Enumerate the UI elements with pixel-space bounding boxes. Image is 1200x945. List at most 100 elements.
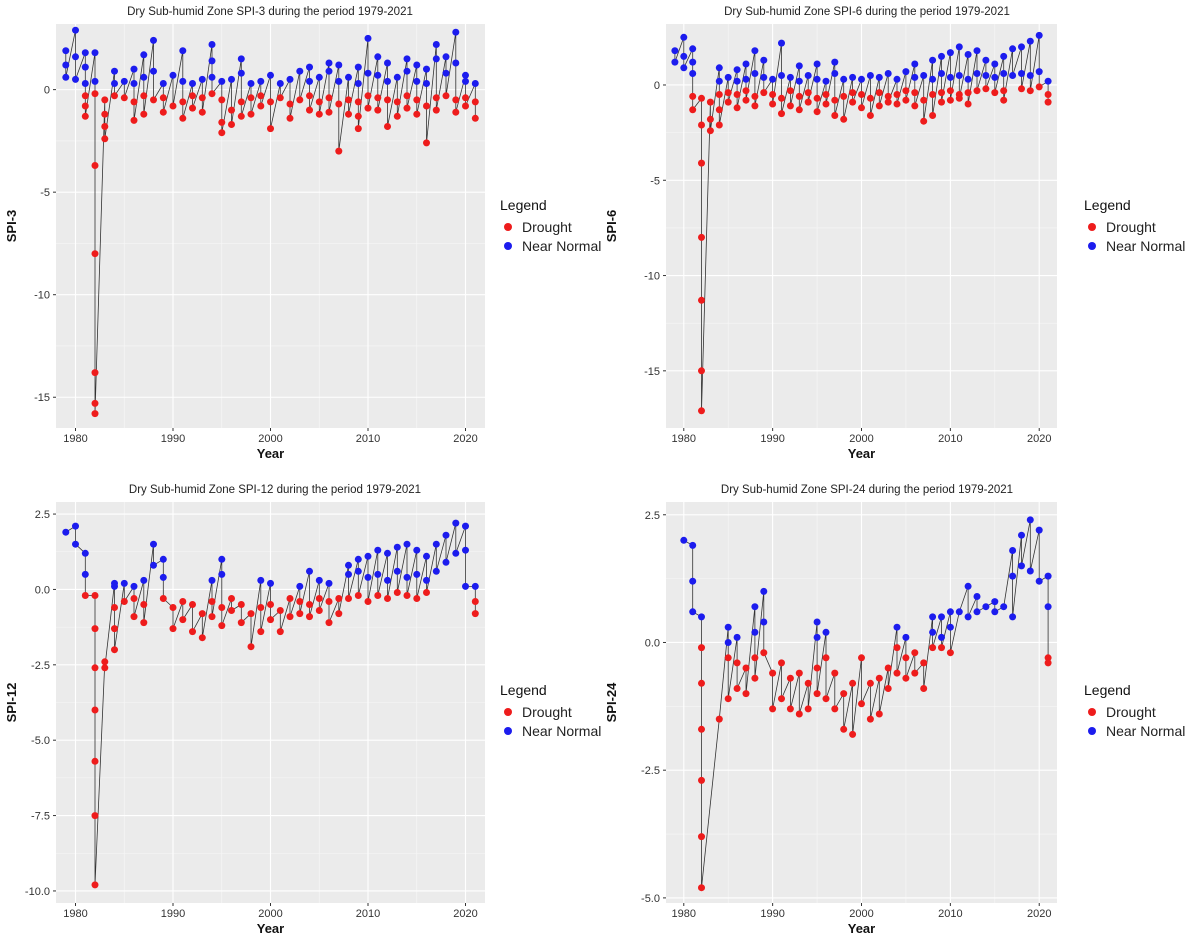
point-near-normal (982, 603, 990, 611)
point-drought (101, 664, 109, 672)
point-near-normal (140, 51, 148, 59)
point-near-normal (267, 71, 274, 79)
point-near-normal (413, 61, 421, 69)
point-drought (120, 94, 128, 102)
point-drought (198, 94, 206, 102)
point-near-normal (831, 70, 839, 77)
point-near-normal (760, 587, 768, 595)
point-near-normal (964, 582, 972, 590)
point-drought (218, 604, 226, 611)
point-drought (111, 625, 118, 633)
y-tick-label: -15 (644, 366, 660, 378)
legend-label-near-normal: Near Normal (522, 723, 601, 739)
point-drought (325, 94, 333, 102)
point-drought (208, 90, 216, 98)
point-near-normal (929, 56, 937, 64)
point-drought (866, 715, 874, 723)
point-near-normal (1035, 526, 1043, 534)
point-drought (778, 659, 785, 667)
point-near-normal (751, 603, 759, 611)
point-drought (237, 98, 245, 106)
point-near-normal (189, 80, 196, 87)
x-tick-label: 2010 (938, 433, 962, 445)
point-near-normal (822, 628, 830, 636)
point-drought (257, 92, 265, 100)
point-drought (1044, 91, 1052, 98)
point-drought (189, 601, 196, 608)
point-drought (733, 91, 741, 98)
point-drought (893, 100, 901, 108)
point-drought (354, 98, 362, 106)
point-drought (91, 399, 99, 407)
x-tick-label: 1990 (161, 433, 185, 445)
point-drought (335, 100, 343, 108)
point-near-normal (111, 579, 118, 587)
point-near-normal (81, 570, 89, 578)
point-near-normal (296, 67, 304, 75)
point-near-normal (964, 51, 972, 58)
point-near-normal (689, 541, 697, 549)
point-drought (413, 595, 421, 602)
point-drought (698, 407, 705, 415)
point-drought (315, 110, 323, 118)
legend-label-near-normal: Near Normal (522, 238, 601, 254)
point-drought (715, 121, 723, 129)
point-near-normal (671, 47, 679, 55)
point-near-normal (218, 570, 226, 578)
point-drought (403, 104, 411, 112)
point-drought (91, 162, 99, 169)
point-drought (938, 98, 945, 106)
point-drought (296, 96, 304, 104)
point-drought (315, 98, 323, 106)
point-drought (786, 705, 794, 713)
point-drought (840, 690, 848, 698)
point-drought (393, 112, 401, 120)
point-near-normal (403, 67, 411, 75)
point-near-normal (715, 64, 723, 72)
point-near-normal (866, 72, 874, 79)
point-near-normal (218, 555, 226, 563)
point-near-normal (946, 49, 954, 57)
point-drought (140, 619, 148, 627)
y-tick-label: -15 (34, 392, 50, 404)
point-drought (179, 98, 187, 106)
point-near-normal (452, 59, 460, 67)
point-drought (189, 104, 196, 112)
point-near-normal (1026, 516, 1034, 524)
point-near-normal (403, 573, 411, 581)
point-drought (471, 610, 479, 618)
point-near-normal (374, 53, 382, 61)
point-drought (724, 654, 732, 662)
point-near-normal (911, 73, 919, 81)
point-near-normal (795, 62, 803, 70)
point-near-normal (1044, 77, 1052, 85)
point-near-normal (831, 58, 839, 66)
point-near-normal (471, 80, 479, 87)
chart-spi3: 1980 1990 2000 2010 2020 0 -5 -10 -15 Dry Sub-hum… (4, 6, 601, 461)
point-near-normal (955, 72, 963, 79)
y-tick-label: -5.0 (641, 893, 660, 905)
point-drought (101, 110, 109, 118)
point-near-normal (902, 68, 910, 76)
point-drought (315, 607, 323, 614)
point-near-normal (72, 26, 79, 34)
point-near-normal (1009, 72, 1017, 79)
y-tick-label: -10 (34, 290, 50, 302)
point-drought (81, 92, 89, 100)
point-near-normal (724, 623, 732, 631)
point-drought (208, 598, 216, 605)
point-near-normal (442, 53, 450, 61)
point-near-normal (423, 576, 430, 584)
point-near-normal (920, 72, 928, 79)
point-drought (159, 108, 167, 116)
point-drought (189, 92, 196, 100)
y-tick-label: -5 (40, 187, 50, 199)
chart-title: Dry Sub-humid Zone SPI-12 during the per… (129, 484, 421, 496)
point-drought (946, 96, 954, 104)
point-near-normal (432, 567, 440, 575)
point-drought (403, 92, 411, 100)
x-tick-label: 1980 (672, 908, 696, 920)
point-near-normal (306, 77, 313, 85)
point-near-normal (1009, 45, 1017, 53)
point-near-normal (384, 576, 391, 584)
